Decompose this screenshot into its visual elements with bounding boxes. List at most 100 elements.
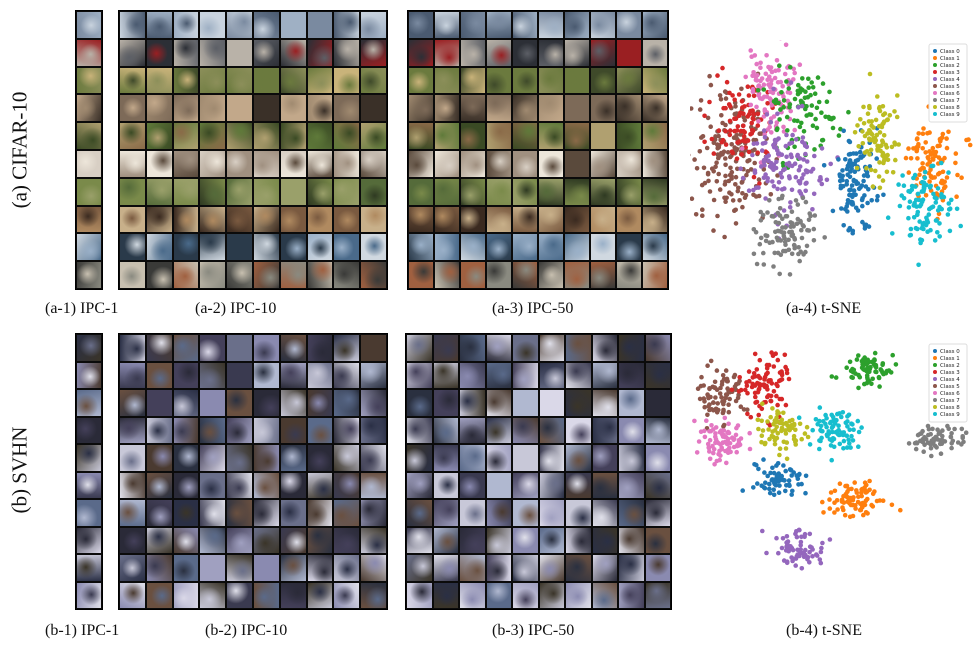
tsne-point xyxy=(804,243,810,249)
tsne-point xyxy=(711,447,717,452)
tsne-point xyxy=(739,86,744,92)
image-tile xyxy=(307,150,333,177)
tsne-point xyxy=(722,234,727,240)
image-tile xyxy=(645,555,670,581)
tsne-point xyxy=(774,535,779,541)
image-tile xyxy=(227,39,252,66)
image-tile xyxy=(307,95,333,122)
tsne-point xyxy=(921,220,926,226)
tsne-point xyxy=(890,170,896,175)
tsne-point xyxy=(867,71,873,77)
image-tile xyxy=(334,335,360,361)
tsne-point xyxy=(855,123,860,128)
image-tile xyxy=(433,500,458,526)
tsne-point xyxy=(928,227,933,233)
image-tile xyxy=(409,39,433,66)
legend-label: Class 4 xyxy=(940,377,960,383)
tsne-point xyxy=(906,215,911,221)
tsne-point xyxy=(788,80,794,85)
tsne-point xyxy=(816,99,822,105)
tsne-point xyxy=(713,425,719,430)
tsne-point xyxy=(845,201,850,206)
tsne-point xyxy=(908,226,914,232)
image-tile xyxy=(120,39,145,66)
image-tile xyxy=(461,67,485,94)
tsne-point xyxy=(777,63,782,68)
tsne-point xyxy=(769,381,775,386)
tsne-point xyxy=(754,61,759,67)
image-tile xyxy=(460,335,485,361)
tsne-point xyxy=(832,510,837,515)
tsne-point xyxy=(773,97,779,103)
tsne-point xyxy=(751,111,756,117)
image-tile xyxy=(435,39,459,66)
tsne-point xyxy=(890,231,895,236)
tsne-point xyxy=(853,506,858,511)
tsne-point xyxy=(705,363,710,368)
tsne-point xyxy=(791,436,797,442)
tsne-point xyxy=(751,192,756,198)
tsne-point xyxy=(702,434,708,440)
image-tile xyxy=(173,95,199,122)
tsne-point xyxy=(756,177,762,182)
tsne-point xyxy=(690,153,691,157)
legend-marker xyxy=(933,384,937,388)
tsne-cluster xyxy=(796,405,864,463)
image-tile xyxy=(200,417,226,443)
tsne-point xyxy=(770,406,775,411)
image-tile xyxy=(361,95,386,122)
tsne-point xyxy=(855,157,861,163)
tsne-point xyxy=(964,137,969,143)
tsne-point xyxy=(819,146,825,151)
image-tile xyxy=(307,417,333,443)
tsne-point xyxy=(753,74,759,80)
tsne-point xyxy=(768,470,773,476)
tsne-point xyxy=(753,400,758,405)
image-tile xyxy=(645,335,670,361)
image-tile xyxy=(77,445,101,471)
tsne-point xyxy=(797,421,803,427)
tsne-point xyxy=(849,183,855,188)
tsne-point xyxy=(726,402,731,407)
image-tile xyxy=(643,39,667,66)
caption-a2: (a-2) IPC-10 xyxy=(195,300,277,317)
tsne-point xyxy=(762,377,767,382)
image-tile xyxy=(77,527,101,553)
image-tile xyxy=(361,555,386,581)
tsne-point xyxy=(707,99,712,105)
tsne-point xyxy=(799,103,805,109)
tsne-point xyxy=(700,213,705,218)
tsne-point xyxy=(862,226,868,231)
legend-marker xyxy=(933,56,937,60)
tsne-point xyxy=(733,116,739,121)
tsne-point xyxy=(754,367,760,372)
tsne-point xyxy=(890,352,895,358)
tsne-point xyxy=(860,129,865,134)
image-tile xyxy=(200,362,226,388)
tsne-point xyxy=(846,437,851,443)
tsne-point xyxy=(799,566,805,571)
image-tile xyxy=(487,39,511,66)
image-tile xyxy=(539,178,563,205)
tsne-point xyxy=(699,374,704,380)
tsne-point xyxy=(927,159,932,165)
tsne-point xyxy=(726,430,732,436)
image-tile xyxy=(173,472,199,498)
tsne-point xyxy=(867,152,872,157)
tsne-point xyxy=(806,76,811,82)
tsne-point xyxy=(751,70,756,75)
tsne-point xyxy=(711,400,716,405)
tsne-point xyxy=(723,96,729,101)
tsne-point xyxy=(874,197,880,203)
image-tile xyxy=(461,178,485,205)
tsne-point xyxy=(726,102,732,107)
image-tile xyxy=(307,555,333,581)
image-tile xyxy=(619,500,644,526)
tsne-point xyxy=(958,223,963,229)
tsne-point xyxy=(915,156,920,161)
tsne-point xyxy=(847,427,852,433)
image-tile xyxy=(643,178,667,205)
tsne-point xyxy=(781,124,786,130)
tsne-point xyxy=(772,477,777,482)
tsne-point xyxy=(761,128,767,133)
